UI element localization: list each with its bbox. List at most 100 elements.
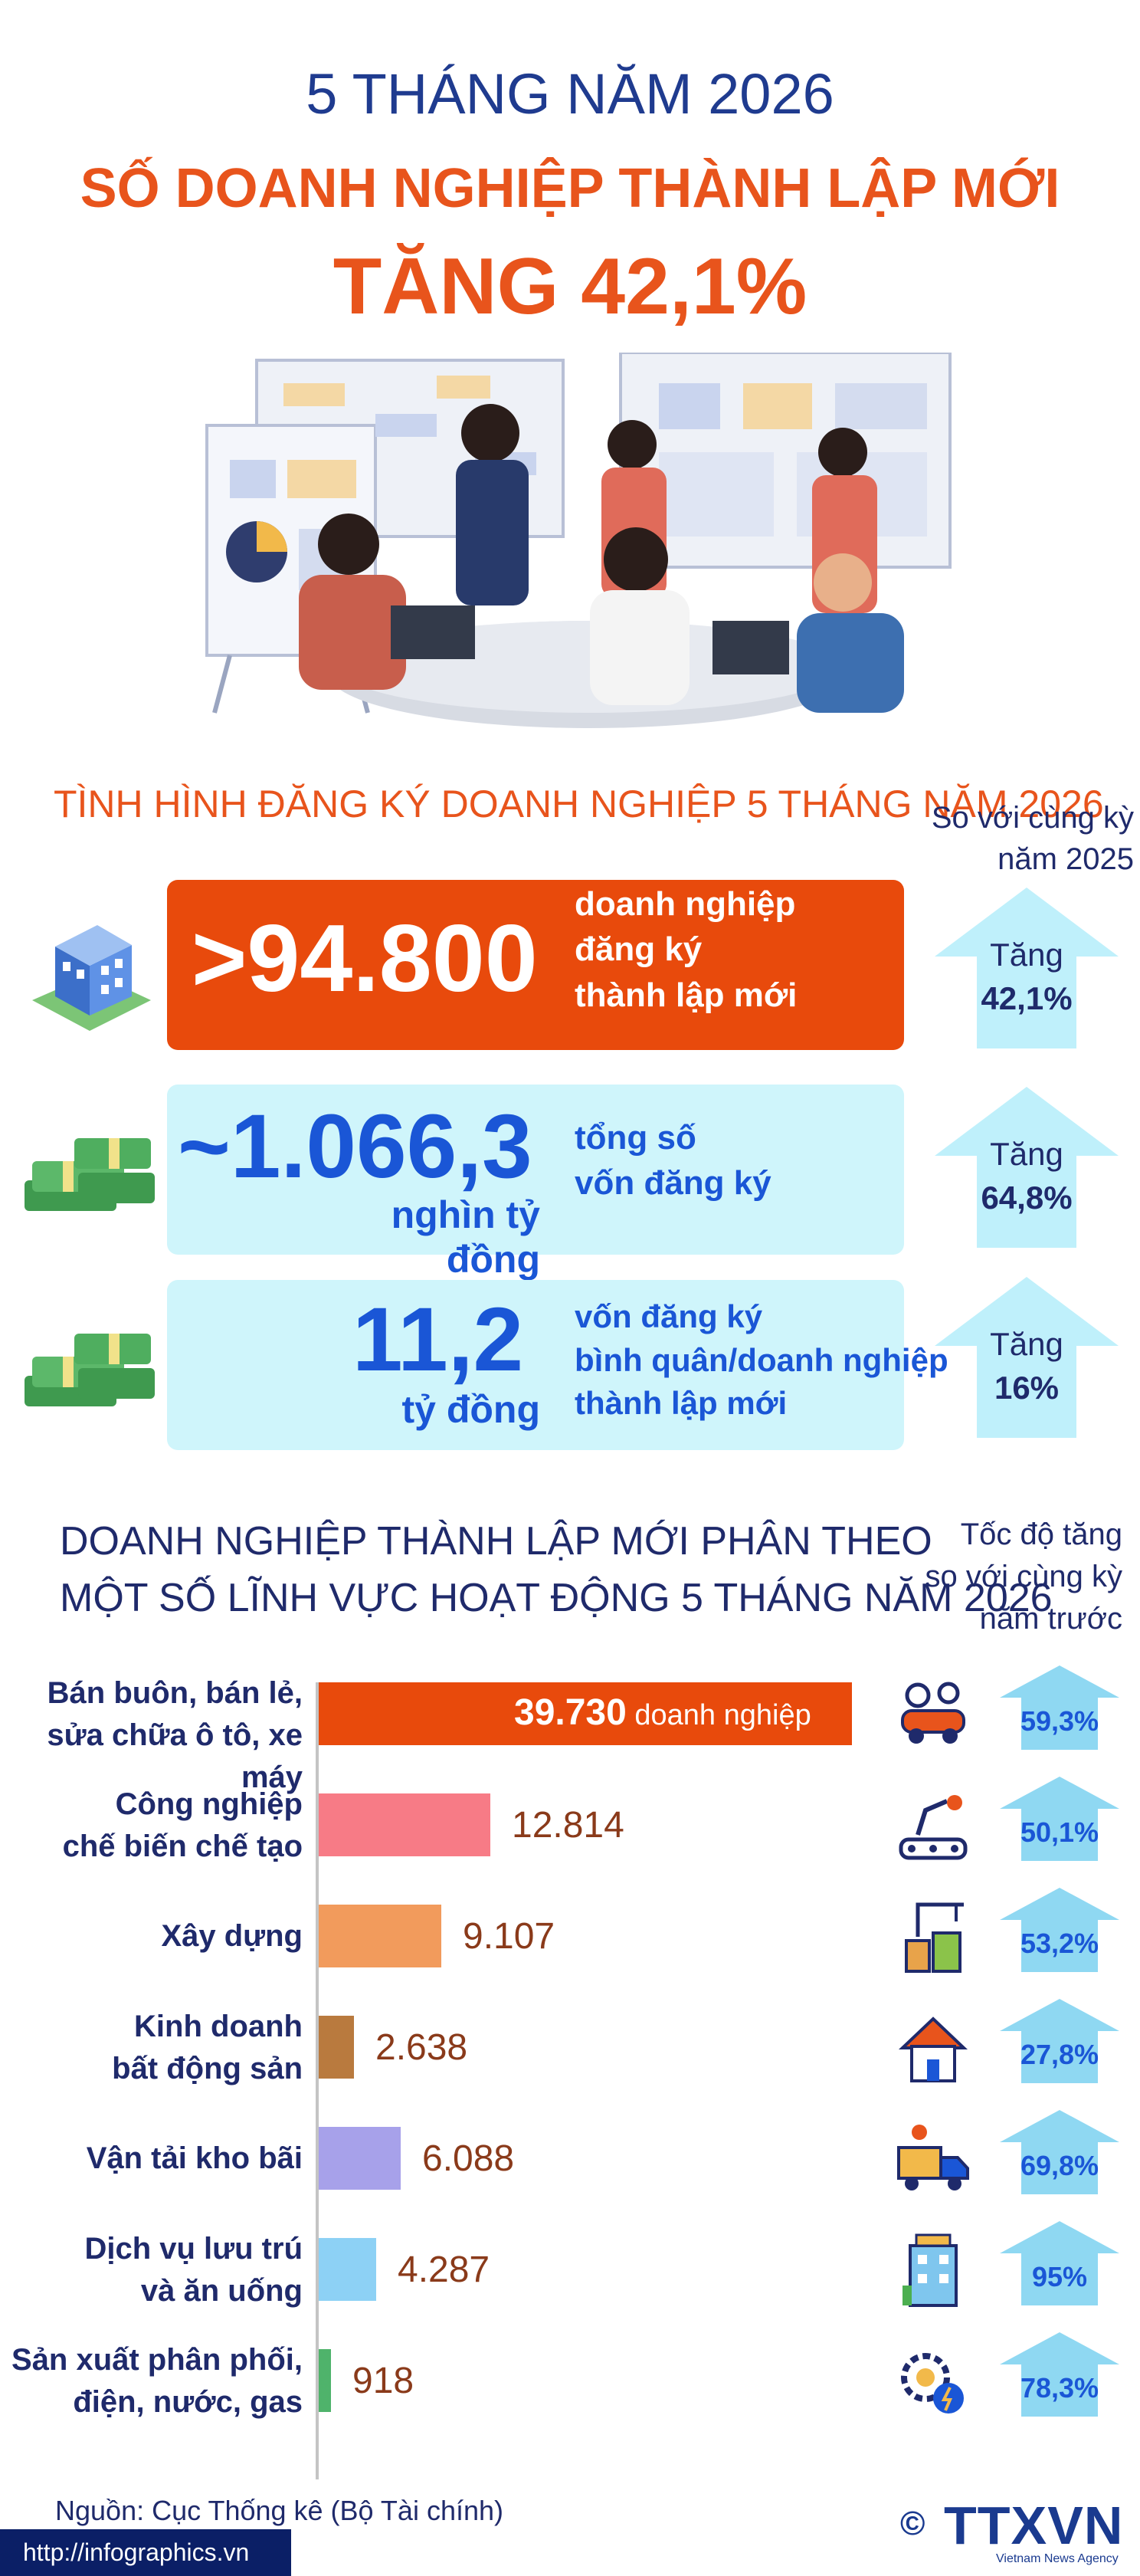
office-building-icon bbox=[32, 925, 151, 1031]
stat-value-total-capital: ~1.066,3 bbox=[178, 1096, 532, 1197]
sector-label: Vận tải kho bãi bbox=[0, 2138, 303, 2180]
sector-value-unit: doanh nghiệp bbox=[626, 1699, 811, 1731]
desc-line: thành lập mới bbox=[575, 976, 798, 1014]
compare-heading: So với cùng kỳ năm 2025 bbox=[904, 797, 1134, 880]
change-value: 42,1% bbox=[981, 980, 1073, 1016]
money-stack-icon-2 bbox=[25, 1334, 155, 1406]
change-new-enterprises: Tăng 42,1% bbox=[931, 934, 1122, 1020]
sector-value-label: 918 bbox=[352, 2361, 414, 2401]
up-arrow-icon bbox=[935, 888, 1119, 1048]
up-arrow-icon bbox=[935, 1087, 1119, 1248]
growth-rate-value: 59,3% bbox=[1020, 1705, 1099, 1737]
growth-rate-badge bbox=[1000, 2110, 1119, 2194]
sector-label-line: Vận tải kho bãi bbox=[86, 2141, 303, 2175]
car-repair-icon bbox=[895, 1676, 971, 1753]
stat-box-new-enterprises bbox=[167, 880, 904, 1050]
sector-value-label: 6.088 bbox=[422, 2138, 515, 2179]
sector-label: Bán buôn, bán lẻ, sửa chữa ô tô, xe máy bbox=[0, 1672, 303, 1800]
sector-label-line: bất động sản bbox=[112, 2052, 303, 2086]
sector-label-line: Dịch vụ lưu trú bbox=[84, 2232, 303, 2266]
growth-rate-value: 50,1% bbox=[1020, 1816, 1099, 1848]
change-label: Tăng bbox=[990, 1326, 1063, 1362]
sector-label-line: điện, nước, gas bbox=[73, 2385, 303, 2420]
desc-line: bình quân/doanh nghiệp bbox=[575, 1341, 948, 1378]
sector-label-line: Sản xuất phân phối, bbox=[11, 2343, 303, 2377]
business-meeting-illustration bbox=[205, 353, 952, 728]
sector-value-label: 39.730 doanh nghiệp bbox=[514, 1692, 811, 1734]
ttxvn-logo-sub: Vietnam News Agency bbox=[996, 2552, 1119, 2565]
growth-rate-badge bbox=[1000, 1777, 1119, 1861]
chart-axis bbox=[316, 1682, 319, 2479]
change-avg-capital: Tăng 16% bbox=[931, 1323, 1122, 1409]
sector-bar bbox=[319, 1905, 441, 1967]
ttxvn-logo: TTXVN bbox=[944, 2496, 1124, 2555]
delivery-truck-icon bbox=[895, 2121, 971, 2197]
desc-line: đăng ký bbox=[575, 930, 703, 969]
factory-robot-icon bbox=[895, 1787, 971, 1864]
sector-bar bbox=[319, 1682, 852, 1745]
construction-crane-icon bbox=[895, 1898, 971, 1975]
sector-bar bbox=[319, 2016, 354, 2079]
change-label: Tăng bbox=[990, 1136, 1063, 1172]
sector-bar bbox=[319, 1793, 490, 1856]
stat-unit-total-capital: nghìn tỷ đồng bbox=[391, 1193, 540, 1281]
sector-value-label: 4.287 bbox=[398, 2249, 490, 2290]
desc-line: doanh nghiệp bbox=[575, 885, 796, 923]
sector-label-line: sửa chữa ô tô, xe máy bbox=[47, 1718, 303, 1795]
sector-label-line: chế biến chế tạo bbox=[62, 1829, 303, 1864]
sector-label: Sản xuất phân phối, điện, nước, gas bbox=[0, 2339, 303, 2423]
real-estate-house-icon bbox=[895, 2010, 971, 2086]
compare-line-2: năm 2025 bbox=[998, 842, 1134, 876]
sector-bar bbox=[319, 2349, 331, 2412]
sector-label-line: Xây dựng bbox=[161, 1919, 303, 1953]
stat-desc-avg-capital: vốn đăng ký bình quân/doanh nghiệp thành… bbox=[575, 1295, 948, 1426]
source-note: Nguồn: Cục Thống kê (Bộ Tài chính) bbox=[55, 2495, 503, 2526]
registration-title: TÌNH HÌNH ĐĂNG KÝ DOANH NGHIỆP 5 THÁNG N… bbox=[54, 783, 1104, 825]
sector-label: Dịch vụ lưu trú và ăn uống bbox=[0, 2228, 303, 2312]
stat-box-total-capital bbox=[167, 1085, 904, 1255]
change-label: Tăng bbox=[990, 937, 1063, 973]
sector-value-number: 39.730 bbox=[514, 1692, 627, 1733]
rate-head-line: so với cùng kỳ bbox=[925, 1560, 1122, 1594]
growth-rate-badge bbox=[1000, 2221, 1119, 2305]
growth-rate-badge bbox=[1000, 1999, 1119, 2083]
sector-value-label: 9.107 bbox=[463, 1916, 555, 1957]
rate-head-line: năm trước bbox=[979, 1602, 1122, 1636]
main-title: SỐ DOANH NGHIỆP THÀNH LẬP MỚI bbox=[80, 158, 1060, 219]
desc-line: tổng số bbox=[575, 1119, 696, 1157]
period-title: 5 THÁNG NĂM 2026 bbox=[306, 62, 834, 126]
sector-bar bbox=[319, 2127, 401, 2190]
sector-value-label: 12.814 bbox=[512, 1805, 624, 1846]
growth-rate-value: 78,3% bbox=[1020, 2372, 1099, 2404]
energy-gear-icon bbox=[895, 2343, 971, 2420]
sectors-title: DOANH NGHIỆP THÀNH LẬP MỚI PHÂN THEO MỘT… bbox=[60, 1514, 1053, 1627]
growth-rate-badge bbox=[1000, 2332, 1119, 2417]
money-stack-icon bbox=[25, 1138, 155, 1211]
website-url[interactable]: http://infographics.vn bbox=[0, 2529, 291, 2576]
sector-label: Xây dựng bbox=[0, 1915, 303, 1957]
growth-rate-value: 69,8% bbox=[1020, 2150, 1099, 2181]
hotel-icon bbox=[895, 2232, 971, 2309]
sectors-title-line-1: DOANH NGHIỆP THÀNH LẬP MỚI PHÂN THEO bbox=[60, 1519, 932, 1564]
stat-value-avg-capital: 11,2 bbox=[352, 1289, 524, 1390]
stat-box-avg-capital bbox=[167, 1280, 904, 1450]
growth-rate-value: 53,2% bbox=[1020, 1928, 1099, 1959]
growth-rate-heading: Tốc độ tăng so với cùng kỳ năm trước bbox=[919, 1514, 1122, 1641]
sector-label: Kinh doanh bất động sản bbox=[0, 2006, 303, 2090]
sector-label-line: Công nghiệp bbox=[115, 1787, 303, 1821]
stat-desc-total-capital: tổng số vốn đăng ký bbox=[575, 1115, 771, 1206]
desc-line: thành lập mới bbox=[575, 1385, 788, 1422]
sectors-title-line-2: MỘT SỐ LĨNH VỰC HOẠT ĐỘNG 5 THÁNG NĂM 20… bbox=[60, 1575, 1053, 1620]
sector-label: Công nghiệp chế biến chế tạo bbox=[0, 1784, 303, 1868]
desc-line: vốn đăng ký bbox=[575, 1298, 763, 1334]
sector-bar bbox=[319, 2238, 376, 2301]
sector-label-line: Kinh doanh bbox=[134, 2010, 303, 2043]
main-increase: TĂNG 42,1% bbox=[332, 242, 808, 331]
stat-desc-new-enterprises: doanh nghiệp đăng ký thành lập mới bbox=[575, 881, 797, 1018]
change-value: 64,8% bbox=[981, 1179, 1073, 1216]
stat-value-new-enterprises: >94.800 bbox=[192, 906, 538, 1012]
sector-label-line: và ăn uống bbox=[140, 2274, 303, 2309]
growth-rate-badge bbox=[1000, 1665, 1119, 1750]
compare-line-1: So với cùng kỳ bbox=[931, 801, 1134, 835]
sector-value-label: 2.638 bbox=[375, 2027, 468, 2068]
